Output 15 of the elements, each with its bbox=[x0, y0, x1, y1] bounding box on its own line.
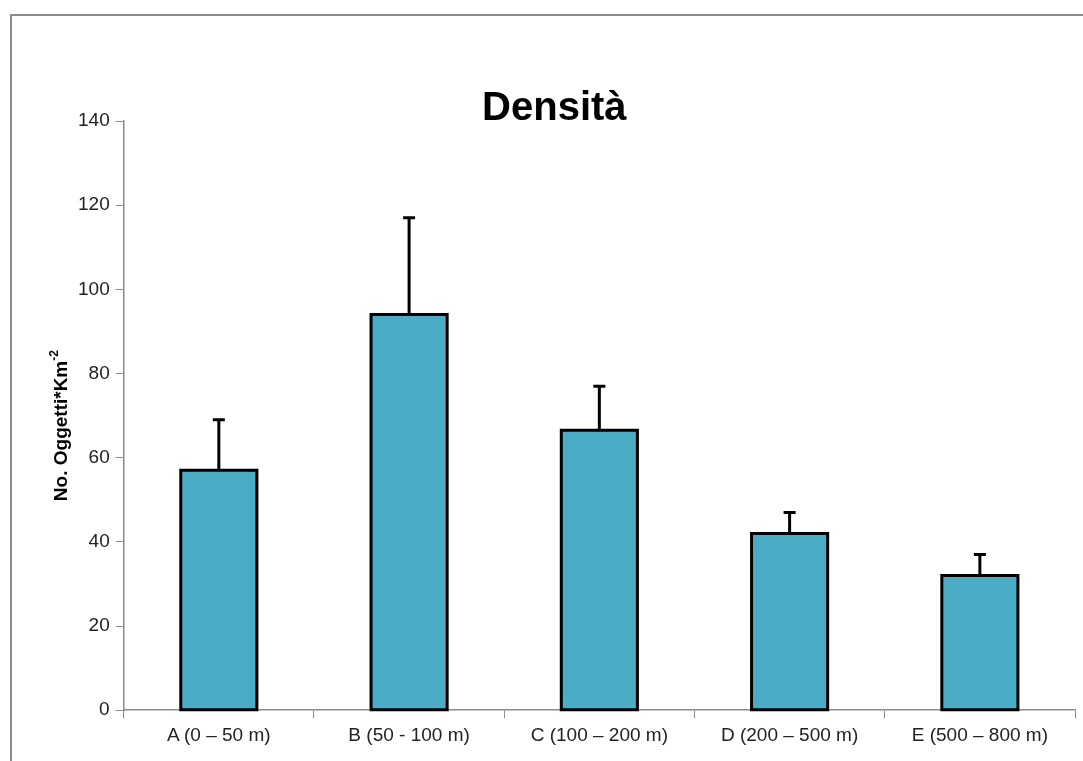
y-tick-label: 120 bbox=[78, 193, 110, 215]
x-tick-label: C (100 – 200 m) bbox=[530, 723, 668, 745]
y-tick-label: 80 bbox=[88, 361, 110, 383]
y-tick-label: 0 bbox=[99, 698, 110, 720]
x-tick-label: D (200 – 500 m) bbox=[720, 723, 859, 745]
x-tick-label: E (500 – 800 m) bbox=[911, 723, 1048, 745]
y-tick-label: 100 bbox=[78, 277, 110, 299]
x-tick-label: B (50 - 100 m) bbox=[348, 723, 470, 745]
x-tick-label: A (0 – 50 m) bbox=[167, 723, 271, 745]
y-tick-label: 140 bbox=[78, 109, 110, 131]
y-tick-label: 20 bbox=[88, 614, 110, 636]
chart-title: Densità bbox=[482, 84, 628, 129]
y-tick-label: 40 bbox=[88, 530, 110, 552]
y-axis-title: No. Oggetti*Km-2 bbox=[47, 349, 72, 502]
y-tick-label: 60 bbox=[88, 445, 110, 467]
